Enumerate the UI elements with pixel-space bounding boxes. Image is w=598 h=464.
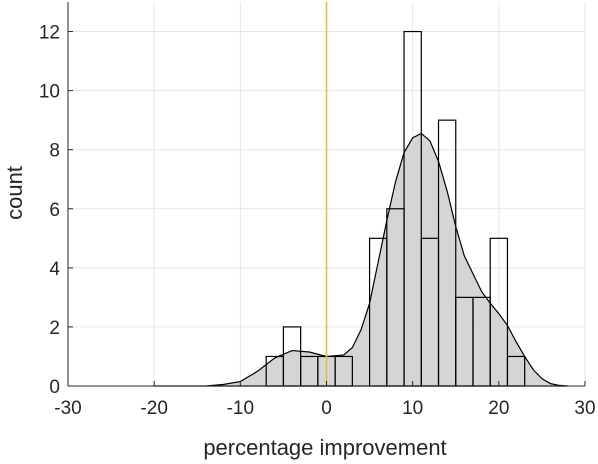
y-tick-label: 4 xyxy=(49,259,60,280)
y-tick-label: 8 xyxy=(49,141,60,162)
x-tick-label: 0 xyxy=(321,398,332,419)
y-tick-label: 10 xyxy=(39,82,60,103)
x-tick-label: -20 xyxy=(140,398,167,419)
y-tick-label: 0 xyxy=(49,377,60,398)
x-axis-label: percentage improvement xyxy=(203,435,446,460)
density-curve-layer xyxy=(154,132,568,387)
x-tick-label: 10 xyxy=(402,398,423,419)
x-tick-label: 30 xyxy=(574,398,595,419)
y-tick-label: 2 xyxy=(49,318,60,339)
x-tick-label: -30 xyxy=(54,398,81,419)
x-tick-labels: -30 -20 -10 0 10 20 30 xyxy=(54,398,595,419)
x-tick-label: -10 xyxy=(227,398,254,419)
x-tick-label: 20 xyxy=(488,398,509,419)
y-tick-label: 12 xyxy=(39,23,60,44)
y-axis-label: count xyxy=(2,166,27,220)
density-area xyxy=(154,132,568,387)
y-tick-labels: 0 2 4 6 8 10 12 xyxy=(39,23,61,398)
axes xyxy=(67,2,586,387)
y-tick-label: 6 xyxy=(49,200,60,221)
